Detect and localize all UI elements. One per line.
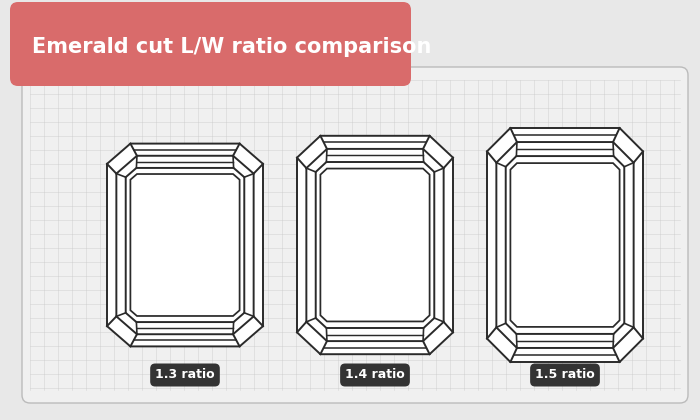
FancyBboxPatch shape (22, 67, 688, 403)
Polygon shape (487, 128, 643, 362)
Polygon shape (107, 144, 263, 346)
Text: 1.5 ratio: 1.5 ratio (535, 368, 595, 381)
Text: Emerald cut L/W ratio comparison: Emerald cut L/W ratio comparison (32, 37, 431, 57)
FancyBboxPatch shape (10, 2, 411, 86)
Text: 1.3 ratio: 1.3 ratio (155, 368, 215, 381)
Text: 1.4 ratio: 1.4 ratio (345, 368, 405, 381)
Polygon shape (297, 136, 453, 354)
